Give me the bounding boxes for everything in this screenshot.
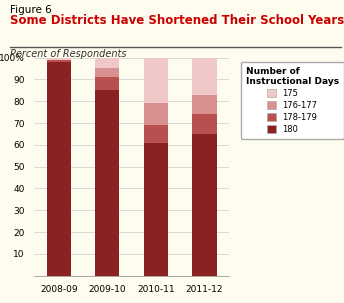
Bar	[46, 62, 71, 276]
Bar	[95, 90, 119, 276]
Text: Figure 6: Figure 6	[10, 5, 52, 15]
Bar	[192, 95, 217, 114]
Bar	[46, 60, 71, 62]
Text: Percent of Respondents: Percent of Respondents	[10, 49, 127, 59]
Bar	[144, 103, 168, 125]
Bar	[144, 143, 168, 276]
Bar	[192, 58, 217, 95]
Bar	[95, 68, 119, 77]
Bar	[46, 58, 71, 60]
Bar	[192, 134, 217, 276]
Bar	[95, 58, 119, 68]
Text: Some Districts Have Shortened Their School Years: Some Districts Have Shortened Their Scho…	[10, 14, 344, 27]
Bar	[144, 125, 168, 143]
Legend: 175, 176-177, 178-179, 180: 175, 176-177, 178-179, 180	[241, 62, 344, 139]
Bar	[95, 77, 119, 90]
Bar	[144, 58, 168, 103]
Bar	[192, 114, 217, 134]
